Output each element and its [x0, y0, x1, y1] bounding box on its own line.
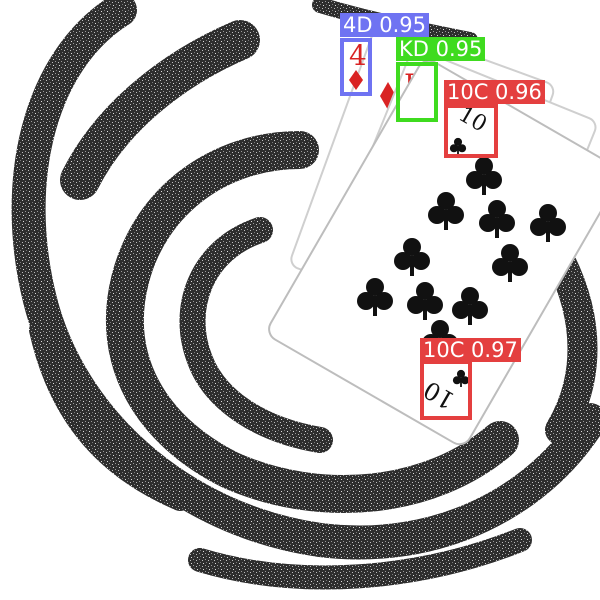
detection-box-4d[interactable] — [340, 38, 372, 96]
club-icon — [394, 238, 430, 276]
club-icon — [428, 192, 464, 230]
club-pips — [357, 137, 566, 387]
club-icon — [357, 278, 393, 316]
swirl-band-outer — [11, 0, 600, 560]
swirl-background — [11, 0, 600, 590]
detection-box-10c-top[interactable] — [444, 104, 498, 158]
detection-box-kd[interactable] — [396, 62, 438, 122]
swirl-band-inner — [179, 217, 333, 453]
swirl-band-lower — [29, 319, 191, 511]
diamond-icon — [349, 70, 363, 90]
swirl-band-top-left — [60, 20, 260, 200]
detection-label-10c-top: 10C 0.96 — [444, 80, 545, 104]
swirl-band-middle — [105, 131, 519, 513]
card-ten-clubs — [268, 59, 600, 446]
club-icon — [466, 157, 502, 195]
club-icon — [479, 200, 515, 238]
swirl-band-bottom — [188, 528, 532, 590]
four-diamonds-rank: 4 — [349, 39, 367, 72]
club-icon — [407, 282, 443, 320]
detection-label-kd: KD 0.95 — [396, 37, 486, 61]
detection-box-10c-bottom[interactable] — [420, 360, 472, 420]
club-icon — [530, 204, 566, 242]
club-icon — [492, 244, 528, 282]
club-icon — [452, 287, 488, 325]
swirl-band-right — [545, 245, 598, 445]
club-icon — [449, 137, 467, 155]
club-icon — [452, 369, 470, 387]
detection-label-4d: 4D 0.95 — [340, 13, 429, 37]
detection-label-10c-bottom: 10C 0.97 — [420, 338, 521, 362]
